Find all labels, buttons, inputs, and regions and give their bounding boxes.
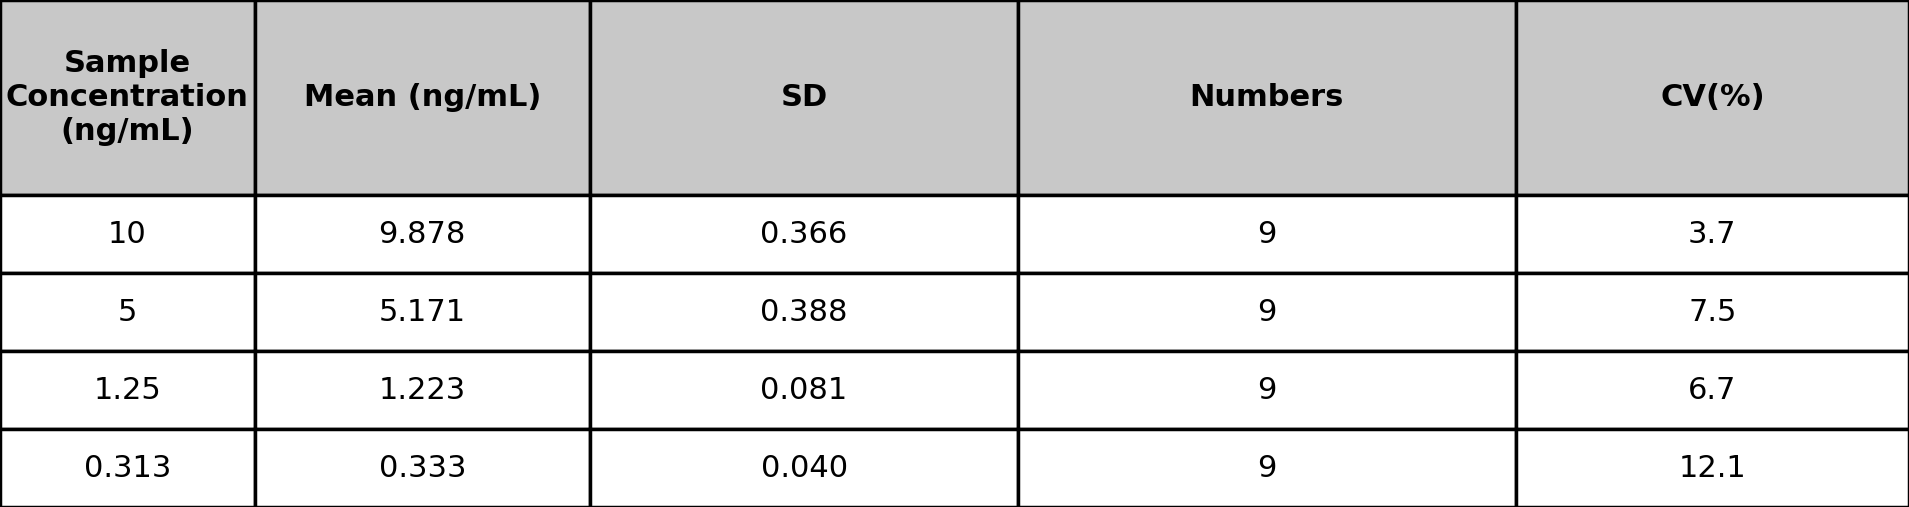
- Bar: [1516, 273, 1909, 351]
- Text: 7.5: 7.5: [1688, 298, 1737, 327]
- Bar: [1017, 429, 1516, 507]
- Text: 12.1: 12.1: [1678, 454, 1747, 483]
- Bar: [590, 273, 1017, 351]
- Bar: [590, 429, 1017, 507]
- Bar: [254, 195, 590, 273]
- Text: 0.333: 0.333: [378, 454, 466, 483]
- Bar: [254, 273, 590, 351]
- Bar: [254, 429, 590, 507]
- Text: 1.25: 1.25: [94, 376, 160, 405]
- Text: Mean (ng/mL): Mean (ng/mL): [304, 83, 540, 112]
- Bar: [254, 0, 590, 195]
- Bar: [1516, 429, 1909, 507]
- Bar: [590, 0, 1017, 195]
- Text: CV(%): CV(%): [1661, 83, 1764, 112]
- Bar: [590, 351, 1017, 429]
- Bar: [0, 0, 254, 195]
- Text: Numbers: Numbers: [1189, 83, 1344, 112]
- Text: 9.878: 9.878: [378, 220, 466, 248]
- Text: 0.081: 0.081: [760, 376, 848, 405]
- Text: 0.313: 0.313: [84, 454, 172, 483]
- Text: Sample
Concentration
(ng/mL): Sample Concentration (ng/mL): [6, 50, 248, 146]
- Text: 0.366: 0.366: [760, 220, 848, 248]
- Text: 1.223: 1.223: [378, 376, 466, 405]
- Text: 6.7: 6.7: [1688, 376, 1737, 405]
- Bar: [1516, 0, 1909, 195]
- Bar: [1516, 351, 1909, 429]
- Text: 5: 5: [118, 298, 137, 327]
- Text: 5.171: 5.171: [378, 298, 466, 327]
- Text: 9: 9: [1258, 376, 1277, 405]
- Text: 9: 9: [1258, 454, 1277, 483]
- Text: 10: 10: [109, 220, 147, 248]
- Text: 0.040: 0.040: [760, 454, 848, 483]
- Text: 9: 9: [1258, 298, 1277, 327]
- Bar: [1017, 0, 1516, 195]
- Bar: [0, 351, 254, 429]
- Text: SD: SD: [781, 83, 829, 112]
- Bar: [1017, 195, 1516, 273]
- Bar: [1017, 273, 1516, 351]
- Bar: [0, 195, 254, 273]
- Bar: [0, 273, 254, 351]
- Bar: [1516, 195, 1909, 273]
- Text: 3.7: 3.7: [1688, 220, 1737, 248]
- Text: 0.388: 0.388: [760, 298, 848, 327]
- Bar: [254, 351, 590, 429]
- Text: 9: 9: [1258, 220, 1277, 248]
- Bar: [0, 429, 254, 507]
- Bar: [590, 195, 1017, 273]
- Bar: [1017, 351, 1516, 429]
